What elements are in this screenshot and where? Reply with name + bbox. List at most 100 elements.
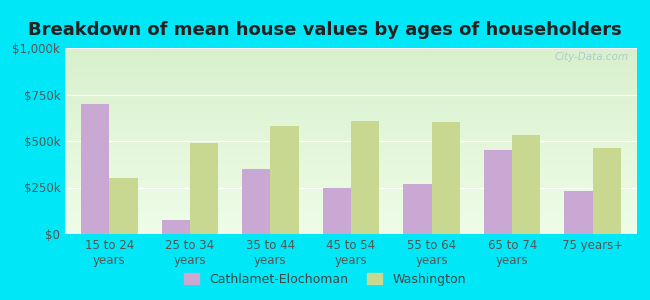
Bar: [65, 100, 637, 102]
Bar: [65, 91, 637, 93]
Bar: [65, 188, 637, 189]
Legend: Cathlamet-Elochoman, Washington: Cathlamet-Elochoman, Washington: [179, 268, 471, 291]
Bar: [432, 122, 460, 234]
Bar: [65, 189, 637, 191]
Bar: [109, 178, 138, 234]
Bar: [65, 59, 637, 61]
Bar: [65, 96, 637, 98]
Bar: [65, 124, 637, 126]
Bar: [65, 180, 637, 182]
Bar: [65, 85, 637, 87]
Bar: [65, 206, 637, 208]
Bar: [65, 217, 637, 219]
Bar: [65, 161, 637, 163]
Bar: [65, 63, 637, 65]
Bar: [65, 210, 637, 212]
Bar: [65, 172, 637, 175]
Bar: [65, 193, 637, 195]
Bar: [65, 50, 637, 52]
Bar: [190, 143, 218, 234]
Bar: [65, 61, 637, 63]
Bar: [65, 113, 637, 115]
Bar: [65, 199, 637, 200]
Bar: [65, 186, 637, 188]
Bar: [65, 110, 637, 111]
Bar: [65, 93, 637, 94]
Bar: [65, 72, 637, 74]
Bar: [65, 225, 637, 226]
Bar: [65, 158, 637, 160]
Bar: [404, 184, 432, 234]
Bar: [65, 208, 637, 210]
Bar: [65, 169, 637, 171]
Bar: [65, 102, 637, 104]
Bar: [65, 165, 637, 167]
Bar: [65, 126, 637, 128]
Bar: [65, 221, 637, 223]
Bar: [65, 163, 637, 165]
Bar: [65, 152, 637, 154]
Bar: [65, 182, 637, 184]
Bar: [65, 67, 637, 68]
Bar: [65, 70, 637, 72]
Bar: [65, 143, 637, 145]
Bar: [65, 167, 637, 169]
Text: City-Data.com: City-Data.com: [554, 52, 629, 62]
Bar: [65, 139, 637, 141]
Bar: [65, 98, 637, 100]
Bar: [65, 215, 637, 217]
Bar: [65, 74, 637, 76]
Bar: [65, 65, 637, 67]
Bar: [65, 202, 637, 204]
Bar: [65, 87, 637, 89]
Bar: [65, 107, 637, 110]
Bar: [65, 228, 637, 230]
Bar: [65, 232, 637, 234]
Bar: [65, 171, 637, 172]
Bar: [65, 212, 637, 214]
Bar: [564, 191, 593, 234]
Bar: [65, 76, 637, 78]
Bar: [65, 135, 637, 137]
Bar: [65, 119, 637, 121]
Bar: [351, 121, 379, 234]
Bar: [65, 137, 637, 139]
Bar: [81, 104, 109, 234]
Bar: [65, 204, 637, 206]
Bar: [65, 82, 637, 83]
Bar: [65, 154, 637, 156]
Bar: [65, 54, 637, 56]
Bar: [162, 220, 190, 234]
Bar: [65, 214, 637, 215]
Bar: [65, 57, 637, 59]
Bar: [65, 195, 637, 197]
Bar: [65, 128, 637, 130]
Bar: [65, 78, 637, 80]
Bar: [65, 147, 637, 148]
Bar: [65, 132, 637, 134]
Bar: [65, 117, 637, 119]
Bar: [323, 188, 351, 234]
Bar: [65, 178, 637, 180]
Bar: [65, 223, 637, 225]
Bar: [65, 115, 637, 117]
Bar: [65, 160, 637, 161]
Bar: [65, 226, 637, 228]
Bar: [65, 104, 637, 106]
Bar: [65, 80, 637, 82]
Bar: [65, 141, 637, 143]
Bar: [484, 150, 512, 234]
Bar: [65, 200, 637, 202]
Bar: [512, 135, 540, 234]
Bar: [65, 130, 637, 132]
Bar: [65, 122, 637, 124]
Bar: [65, 184, 637, 186]
Bar: [65, 176, 637, 178]
Bar: [65, 219, 637, 221]
Bar: [65, 145, 637, 147]
Bar: [65, 121, 637, 122]
Bar: [242, 169, 270, 234]
Bar: [65, 175, 637, 176]
Bar: [270, 126, 298, 234]
Bar: [65, 83, 637, 85]
